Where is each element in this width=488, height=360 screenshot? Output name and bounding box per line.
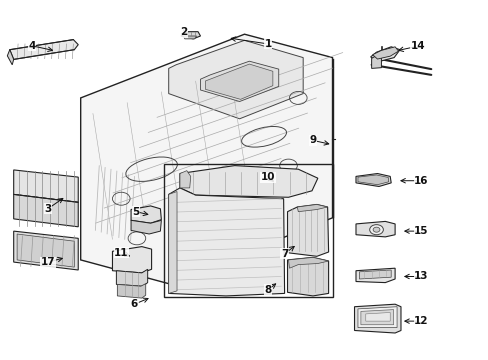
Polygon shape	[357, 175, 388, 185]
Polygon shape	[200, 61, 278, 102]
Text: 11: 11	[114, 248, 128, 258]
Polygon shape	[168, 192, 177, 293]
Text: 10: 10	[260, 172, 275, 182]
Polygon shape	[131, 220, 161, 234]
Polygon shape	[180, 171, 190, 188]
Polygon shape	[359, 270, 390, 279]
Text: 16: 16	[413, 176, 428, 186]
Polygon shape	[371, 55, 381, 68]
Polygon shape	[357, 307, 396, 328]
Polygon shape	[354, 304, 400, 333]
Text: 4: 4	[28, 41, 36, 51]
Polygon shape	[360, 310, 393, 325]
Polygon shape	[17, 234, 74, 267]
Polygon shape	[370, 47, 399, 62]
Polygon shape	[355, 221, 394, 237]
Polygon shape	[168, 40, 303, 119]
Text: 5: 5	[132, 207, 139, 217]
Polygon shape	[116, 269, 147, 286]
Polygon shape	[14, 231, 78, 270]
Text: 15: 15	[413, 226, 428, 236]
Text: 9: 9	[309, 135, 316, 145]
Polygon shape	[297, 204, 327, 212]
Polygon shape	[81, 34, 332, 284]
Text: 14: 14	[410, 41, 425, 51]
Polygon shape	[131, 206, 161, 223]
Polygon shape	[180, 166, 317, 197]
Text: 7: 7	[280, 249, 288, 259]
Polygon shape	[14, 170, 78, 202]
Polygon shape	[117, 284, 145, 298]
Polygon shape	[183, 36, 196, 39]
Text: 17: 17	[41, 257, 55, 267]
Text: 3: 3	[44, 204, 51, 214]
Text: 6: 6	[131, 299, 138, 309]
Polygon shape	[112, 247, 151, 273]
Polygon shape	[10, 40, 78, 59]
Polygon shape	[355, 268, 394, 283]
Text: 2: 2	[180, 27, 186, 37]
Polygon shape	[168, 188, 284, 296]
Polygon shape	[287, 257, 328, 296]
Circle shape	[369, 225, 383, 235]
Circle shape	[372, 227, 379, 232]
Polygon shape	[181, 32, 200, 39]
Text: 8: 8	[264, 285, 271, 295]
Polygon shape	[287, 204, 328, 256]
Polygon shape	[7, 50, 14, 65]
Text: 12: 12	[413, 316, 428, 326]
Polygon shape	[205, 64, 272, 99]
Polygon shape	[288, 257, 328, 268]
Text: 13: 13	[413, 271, 428, 282]
Polygon shape	[365, 312, 389, 321]
Polygon shape	[14, 194, 78, 227]
Text: 1: 1	[264, 39, 271, 49]
Polygon shape	[355, 174, 390, 186]
Polygon shape	[372, 47, 398, 59]
